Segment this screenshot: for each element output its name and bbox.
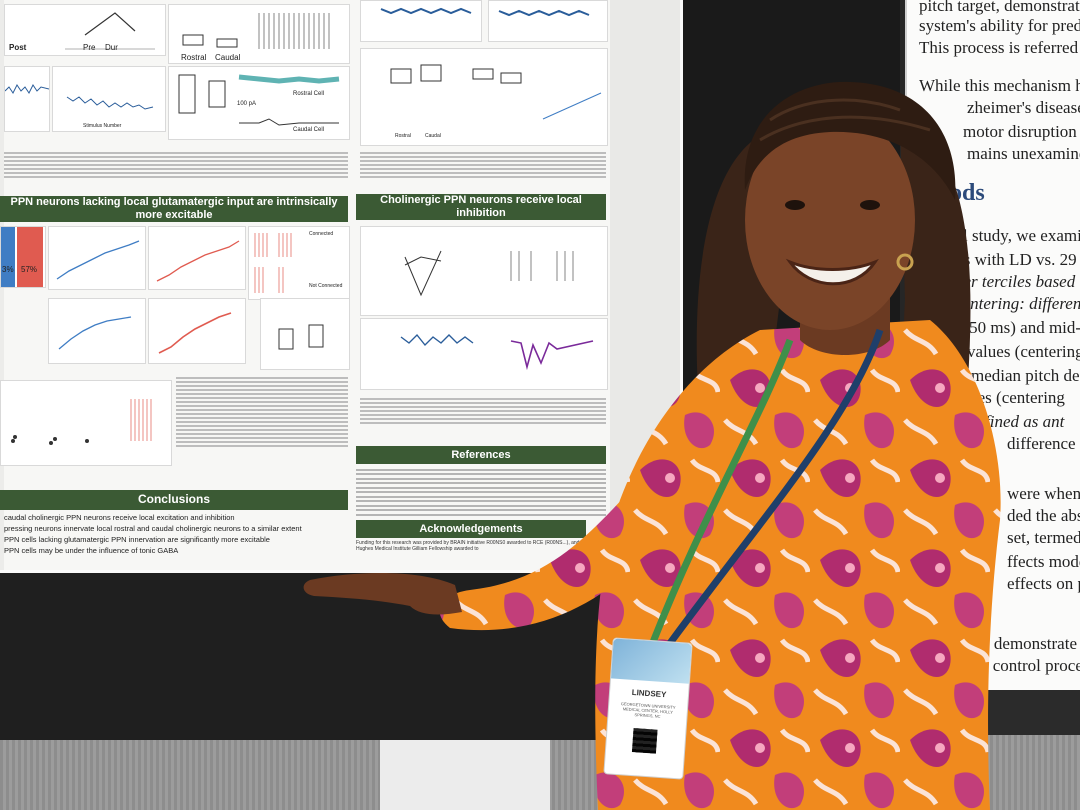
figure-current-injection-g: [148, 298, 246, 364]
figure-caption-3: [176, 375, 348, 485]
section-banner-inhibition: Cholinergic PPN neurons receive local in…: [356, 194, 606, 220]
poster2-line: While this mechanism has: [919, 76, 1080, 95]
floor: [0, 735, 1080, 810]
poster2-line: pitch target, demonstrat: [919, 0, 1080, 15]
poster2-line: per terciles based c: [955, 272, 1080, 291]
poster2-line: effects on pitch: [1007, 574, 1080, 593]
poster2-line: LD demonstrate e: [967, 634, 1080, 653]
figure-trace-e: [4, 66, 50, 132]
conclusion-item: pressing neurons innervate local rostral…: [4, 524, 302, 533]
poster2-line: centering: differenc: [955, 294, 1080, 313]
poster2-line: set, termed as: [1007, 528, 1080, 547]
figure-firing-traces: Rostral Caudal: [168, 4, 350, 64]
figure-bar-percent: 3% 57%: [0, 226, 46, 288]
poster2-line: This process is referred: [919, 38, 1079, 57]
label-dur: Dur: [105, 43, 118, 52]
poster-board-frame: [0, 565, 960, 740]
label-connected: Connected: [309, 231, 334, 237]
figure-dot-plots: [0, 380, 172, 466]
figure-trace-g-h: Rostral Cell Caudal Cell 100 pA: [168, 66, 350, 140]
poster2-line: ses (centering: [971, 388, 1065, 407]
label-rostral-gaba: Rostral: [395, 133, 411, 139]
section-banner-references: References: [356, 446, 606, 464]
poster2-line: ls with LD vs. 29: [959, 250, 1077, 269]
funding-text: Funding for this research was provided b…: [356, 540, 599, 552]
badge-organization: GEORGETOWN UNIVERSITY MEDICAL CENTER, HO…: [620, 701, 676, 719]
figure-current-injection-b: [48, 226, 146, 290]
badge-name: LINDSEY: [631, 687, 667, 700]
figure-rhythm-trace: [360, 0, 482, 42]
label-not-connected: Not Connected: [309, 283, 343, 289]
poster2-line: ffects models c: [1007, 552, 1080, 571]
figure-pre-dur-post: Post Pre Dur: [4, 4, 166, 56]
conclusions-list: caudal cholinergic PPN neurons receive l…: [4, 513, 348, 557]
poster2-line: motor disruption: [963, 122, 1077, 141]
label-rostral-cell: Rostral Cell: [293, 91, 325, 97]
section-banner-acknowledgements: Acknowledgements: [356, 520, 586, 538]
figure-current-injection-f: [48, 298, 146, 364]
poster2-line: median pitch de: [971, 366, 1080, 385]
neighbor-poster: pitch target, demonstrat system's abilit…: [905, 0, 1080, 690]
label-rostral-top: Rostral: [181, 53, 207, 62]
label-caudal-gaba: Caudal: [425, 133, 441, 139]
section-banner-conclusions: Conclusions: [0, 490, 348, 510]
poster2-line: l study, we examin: [963, 226, 1080, 245]
figure-local-inhibition: [360, 226, 608, 316]
label-caudal-top: Caudal: [215, 53, 241, 62]
name-badge: LINDSEY GEORGETOWN UNIVERSITY MEDICAL CE…: [603, 637, 693, 780]
conclusion-item: caudal cholinergic PPN neurons receive l…: [4, 513, 235, 522]
poster2-line: 0-50 ms) and mid-: [955, 318, 1080, 337]
qr-code-icon: [631, 728, 658, 754]
references-list: [356, 466, 606, 518]
poster2-line: difference: [1007, 434, 1076, 453]
label-stimulus-number: Stimulus Number: [83, 123, 122, 129]
poster2-line: tive control proces: [963, 656, 1080, 675]
figure-spike-traces: Connected Not Connected: [248, 226, 350, 300]
figure-trace-f: Stimulus Number: [52, 66, 166, 132]
figure-tonic-gaba: Rostral Caudal: [360, 48, 608, 146]
poster-margin: [610, 0, 680, 570]
research-poster: Post Pre Dur Rostral Caudal: [0, 0, 680, 570]
poster2-line: mains unexamine: [967, 144, 1080, 163]
poster2-line: zheimer's disease, it: [967, 98, 1080, 117]
figure-rhythm-trace-2: [488, 0, 608, 42]
poster2-line: ded the abso: [1007, 506, 1080, 525]
badge-header: [611, 638, 692, 684]
label-post: Post: [9, 43, 27, 52]
figure-caption-5: [360, 150, 606, 190]
label-pct-right: 57%: [21, 265, 38, 274]
figure-box-plot-h: [260, 298, 350, 370]
conclusion-item: PPN cells lacking glutamatergic PPN inne…: [4, 535, 270, 544]
figure-ipsc-traces: [360, 318, 608, 390]
booth-wall: [680, 0, 910, 560]
poster2-line: system's ability for pred: [919, 16, 1080, 35]
conclusion-item: PPN cells may be under the influence of …: [4, 546, 179, 555]
label-scale-pa: 100 pA: [237, 101, 257, 107]
figure-current-injection-c: [148, 226, 246, 290]
label-caudal-cell: Caudal Cell: [293, 127, 325, 133]
section-banner-excitable: PPN neurons lacking local glutamatergic …: [0, 196, 348, 222]
figure-caption-1: [4, 150, 348, 190]
poster2-line: values (centering: [967, 342, 1080, 361]
label-pct-left: 3%: [2, 265, 14, 274]
poster2-line: fined as ant: [985, 412, 1065, 431]
figure-caption-6: [360, 396, 606, 440]
poster2-line: were when: [1007, 484, 1080, 503]
poster2-heading-methods: ods: [950, 180, 985, 206]
label-pre: Pre: [83, 43, 96, 52]
